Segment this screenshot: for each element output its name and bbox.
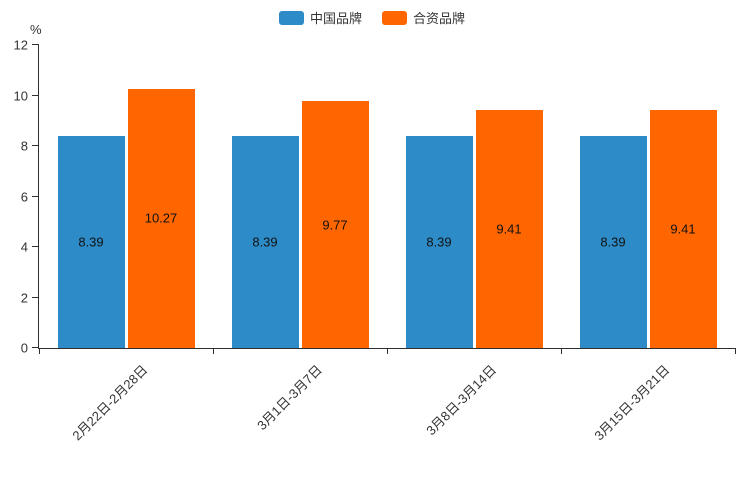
bar-china-brand: 8.39 [579, 136, 647, 348]
legend-label: 合资品牌 [413, 11, 466, 26]
x-axis-tick [39, 348, 40, 354]
bar-value-label: 9.41 [670, 221, 696, 237]
bar-value-label: 8.39 [252, 234, 278, 250]
bar-group: 8.39 9.41 [561, 45, 735, 348]
x-axis-category-label: 3月1日-3月7日 [253, 362, 325, 434]
y-axis-tick-label: 10 [13, 88, 28, 103]
legend: 中国品牌 合资品牌 [0, 8, 744, 27]
bar-group: 8.39 9.41 [387, 45, 561, 348]
y-axis-tick-label: 8 [20, 138, 28, 154]
legend-label: 中国品牌 [309, 11, 362, 26]
x-axis-tick [387, 348, 388, 354]
bar-value-label: 8.39 [78, 234, 104, 250]
y-axis-unit-label: % [30, 22, 42, 37]
bar-value-label: 9.77 [322, 217, 348, 233]
legend-item-china-brand[interactable]: 中国品牌 [278, 8, 362, 27]
bar-group: 8.39 9.77 [213, 45, 387, 348]
y-axis-tick [32, 145, 39, 146]
bar-china-brand: 8.39 [405, 136, 473, 348]
y-axis-tick-label: 2 [20, 290, 28, 305]
y-axis-tick-label: 4 [20, 239, 28, 255]
x-axis-category-label: 2月22日-2月28日 [69, 362, 151, 444]
x-axis-tick [213, 348, 214, 354]
x-axis-category-label: 3月15日-3月21日 [591, 362, 673, 444]
y-axis-tick-label: 6 [20, 189, 28, 204]
bar-group: 8.39 10.27 [39, 45, 213, 348]
bar-china-brand: 8.39 [231, 136, 299, 348]
bar-joint-venture-brand: 9.41 [475, 110, 543, 348]
y-axis-tick-label: 12 [13, 37, 28, 53]
bar-joint-venture-brand: 9.77 [301, 101, 369, 348]
y-axis-tick [32, 94, 39, 96]
bar-joint-venture-brand: 9.41 [649, 110, 717, 348]
bar-value-label: 8.39 [426, 234, 452, 250]
y-axis-tick [32, 195, 39, 197]
y-axis-tick [32, 296, 39, 298]
legend-item-joint-venture-brand[interactable]: 合资品牌 [382, 8, 465, 27]
x-axis-category-label: 3月8日-3月14日 [422, 362, 499, 439]
x-axis-tick [561, 348, 562, 354]
bar-china-brand: 8.39 [57, 136, 125, 348]
bar-value-label: 8.39 [600, 234, 626, 250]
y-axis-tick [32, 44, 39, 45]
y-axis-tick [32, 246, 39, 247]
y-axis-tick-label: 0 [20, 340, 28, 356]
legend-marker-icon [382, 10, 407, 25]
bar-joint-venture-brand: 10.27 [127, 88, 195, 348]
bars-container: 8.39 10.27 8.39 9.77 8.39 9.41 8.39 9.41 [39, 45, 735, 348]
bar-value-label: 10.27 [144, 210, 178, 226]
bar-value-label: 9.41 [496, 221, 522, 237]
legend-marker-icon [278, 10, 304, 25]
y-axis-tick [32, 347, 39, 348]
x-axis-tick [735, 348, 736, 354]
plot-area: 8.39 10.27 8.39 9.77 8.39 9.41 8.39 9.41 0 2 4 6 8 1… [14, 38, 736, 443]
